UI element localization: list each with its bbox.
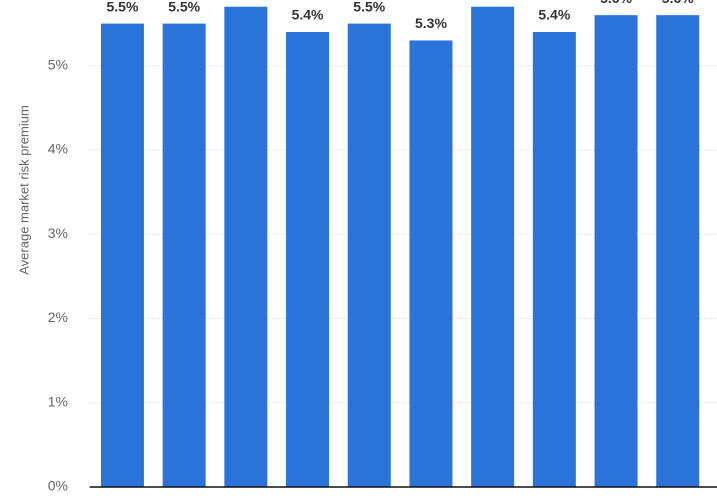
value-label: 5.6% [600,0,632,6]
y-tick-label: 4% [48,141,68,157]
value-label: 5.5% [106,0,138,14]
value-label: 5.4% [292,7,324,23]
bar [532,32,576,487]
bar [409,40,453,488]
value-label: 5.4% [538,7,570,23]
bar [224,6,268,488]
bar [100,23,144,487]
bar [594,15,638,488]
y-tick-label: 1% [48,393,68,409]
y-axis-label: Average market risk premium [16,105,31,275]
bar [347,23,391,487]
bar [656,15,700,488]
value-label: 5.6% [662,0,694,6]
y-tick-label: 3% [48,225,68,241]
y-tick-label: 2% [48,309,68,325]
bar [162,23,206,487]
y-tick-label: 0% [48,478,68,494]
bar [471,6,515,488]
bar [286,32,330,487]
value-label: 5.5% [168,0,200,14]
value-label: 5.5% [353,0,385,14]
y-tick-label: 5% [48,56,68,72]
value-label: 5.3% [415,15,447,31]
